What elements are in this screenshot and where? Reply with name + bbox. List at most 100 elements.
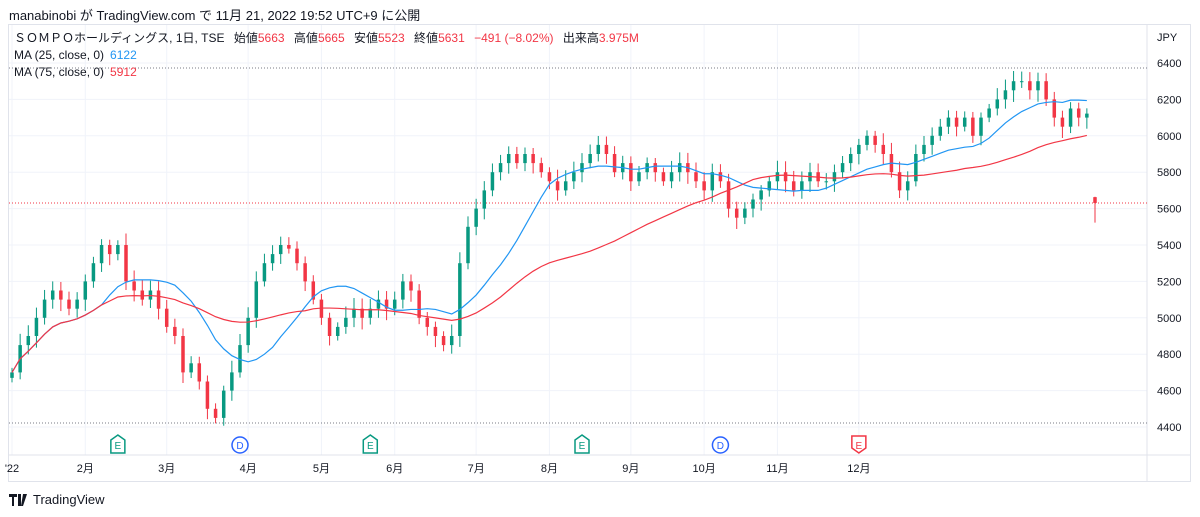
- candle-body: [352, 308, 356, 318]
- candle-body: [653, 163, 658, 173]
- ma75-legend[interactable]: MA (75, close, 0) 5912: [14, 64, 639, 81]
- change-value: −491 (−8.02%): [474, 31, 554, 45]
- candle-body: [840, 163, 845, 173]
- candle: [156, 281, 161, 320]
- candle-body: [734, 208, 739, 218]
- candle: [376, 290, 381, 318]
- candle-body: [1036, 81, 1040, 91]
- candle-body: [59, 290, 63, 300]
- x-tick-label: 7月: [468, 463, 485, 475]
- candle-body: [637, 172, 641, 182]
- candle: [547, 167, 552, 190]
- candle-body: [75, 299, 79, 309]
- candle-body: [303, 263, 307, 282]
- candle: [458, 252, 462, 347]
- candle: [515, 146, 519, 169]
- candle-body: [539, 163, 544, 173]
- candle-body: [531, 154, 535, 164]
- candle-body: [466, 226, 470, 264]
- candle: [881, 133, 886, 165]
- close-label: 終値: [414, 31, 439, 45]
- candle: [954, 110, 959, 137]
- candle-body: [954, 117, 959, 127]
- candle-body: [555, 181, 560, 191]
- brand-name: TradingView: [33, 492, 105, 507]
- candle-body: [832, 172, 837, 182]
- dividend-event-icon[interactable]: D: [231, 436, 249, 454]
- y-tick-label: 4600: [1157, 386, 1181, 398]
- candle: [50, 281, 55, 309]
- candle-body: [156, 290, 161, 309]
- earnings-event-icon[interactable]: E: [574, 434, 590, 454]
- event-letter: E: [115, 441, 122, 452]
- candle: [116, 240, 120, 261]
- candle: [1036, 72, 1040, 102]
- candle: [449, 324, 454, 354]
- candle: [433, 321, 438, 348]
- candle-body: [800, 181, 804, 191]
- candle-body: [140, 290, 145, 300]
- candle-body: [433, 326, 438, 336]
- chart-legend: ＳＯＭＰＯホールディングス, 1日, TSE 始値5663 高値5665 安値5…: [14, 30, 639, 81]
- candle-body: [922, 144, 926, 154]
- candle-body: [930, 135, 934, 145]
- candle: [230, 360, 234, 401]
- dividend-event-icon[interactable]: D: [711, 436, 730, 454]
- candle: [661, 167, 666, 186]
- event-letter: E: [856, 441, 863, 452]
- candle-body: [702, 181, 706, 191]
- symbol-legend: ＳＯＭＰＯホールディングス, 1日, TSE 始値5663 高値5665 安値5…: [14, 30, 639, 47]
- candle-body: [857, 144, 861, 154]
- candle-body: [42, 299, 47, 318]
- candle: [409, 274, 413, 302]
- candle: [938, 118, 943, 141]
- candle: [555, 169, 560, 201]
- publisher-line: manabinobi が TradingView.com で 11月 21, 2…: [9, 8, 421, 23]
- symbol-name[interactable]: ＳＯＭＰＯホールディングス, 1日, TSE: [14, 31, 225, 45]
- candle: [287, 237, 291, 254]
- ma-line-ma25: [11, 99, 1087, 373]
- candle: [18, 333, 22, 380]
- earnings-event-icon[interactable]: E: [362, 434, 379, 454]
- candle-body: [604, 144, 609, 154]
- candle-body: [1068, 108, 1073, 127]
- candle: [124, 233, 128, 290]
- candle-body: [368, 308, 373, 318]
- candle-body: [881, 144, 886, 154]
- x-tick-label: 9月: [622, 463, 639, 475]
- candle-body: [515, 154, 519, 164]
- candle: [840, 156, 845, 178]
- candle: [34, 307, 39, 348]
- candle: [360, 298, 364, 330]
- candle-body: [392, 299, 397, 309]
- x-tick-label: 3月: [158, 463, 175, 475]
- candle: [694, 162, 698, 189]
- candle-body: [230, 372, 234, 391]
- earnings-event-icon[interactable]: E: [851, 435, 867, 454]
- y-tick-label: 5000: [1157, 313, 1181, 325]
- candle-body: [596, 144, 601, 154]
- candle-body: [677, 163, 682, 173]
- candle-body: [547, 172, 552, 182]
- candle-body: [360, 308, 364, 318]
- candle: [718, 164, 723, 188]
- candle-body: [335, 326, 340, 336]
- candle-body: [612, 154, 617, 173]
- x-tick-label: 10月: [693, 463, 716, 475]
- candle: [59, 281, 63, 312]
- footer-brand[interactable]: TradingView: [9, 492, 105, 507]
- candle: [865, 130, 869, 151]
- earnings-event-icon[interactable]: E: [110, 434, 126, 454]
- candle-body: [482, 190, 487, 209]
- candle: [173, 318, 177, 345]
- ma25-legend[interactable]: MA (25, close, 0) 6122: [14, 47, 639, 64]
- candle-body: [197, 363, 202, 382]
- y-tick-label: 5400: [1157, 240, 1181, 252]
- candle: [1019, 71, 1024, 88]
- candle: [808, 162, 812, 193]
- candle: [295, 241, 299, 271]
- y-tick-label: 4400: [1157, 422, 1181, 434]
- candle-body: [10, 372, 14, 378]
- candle: [417, 284, 421, 325]
